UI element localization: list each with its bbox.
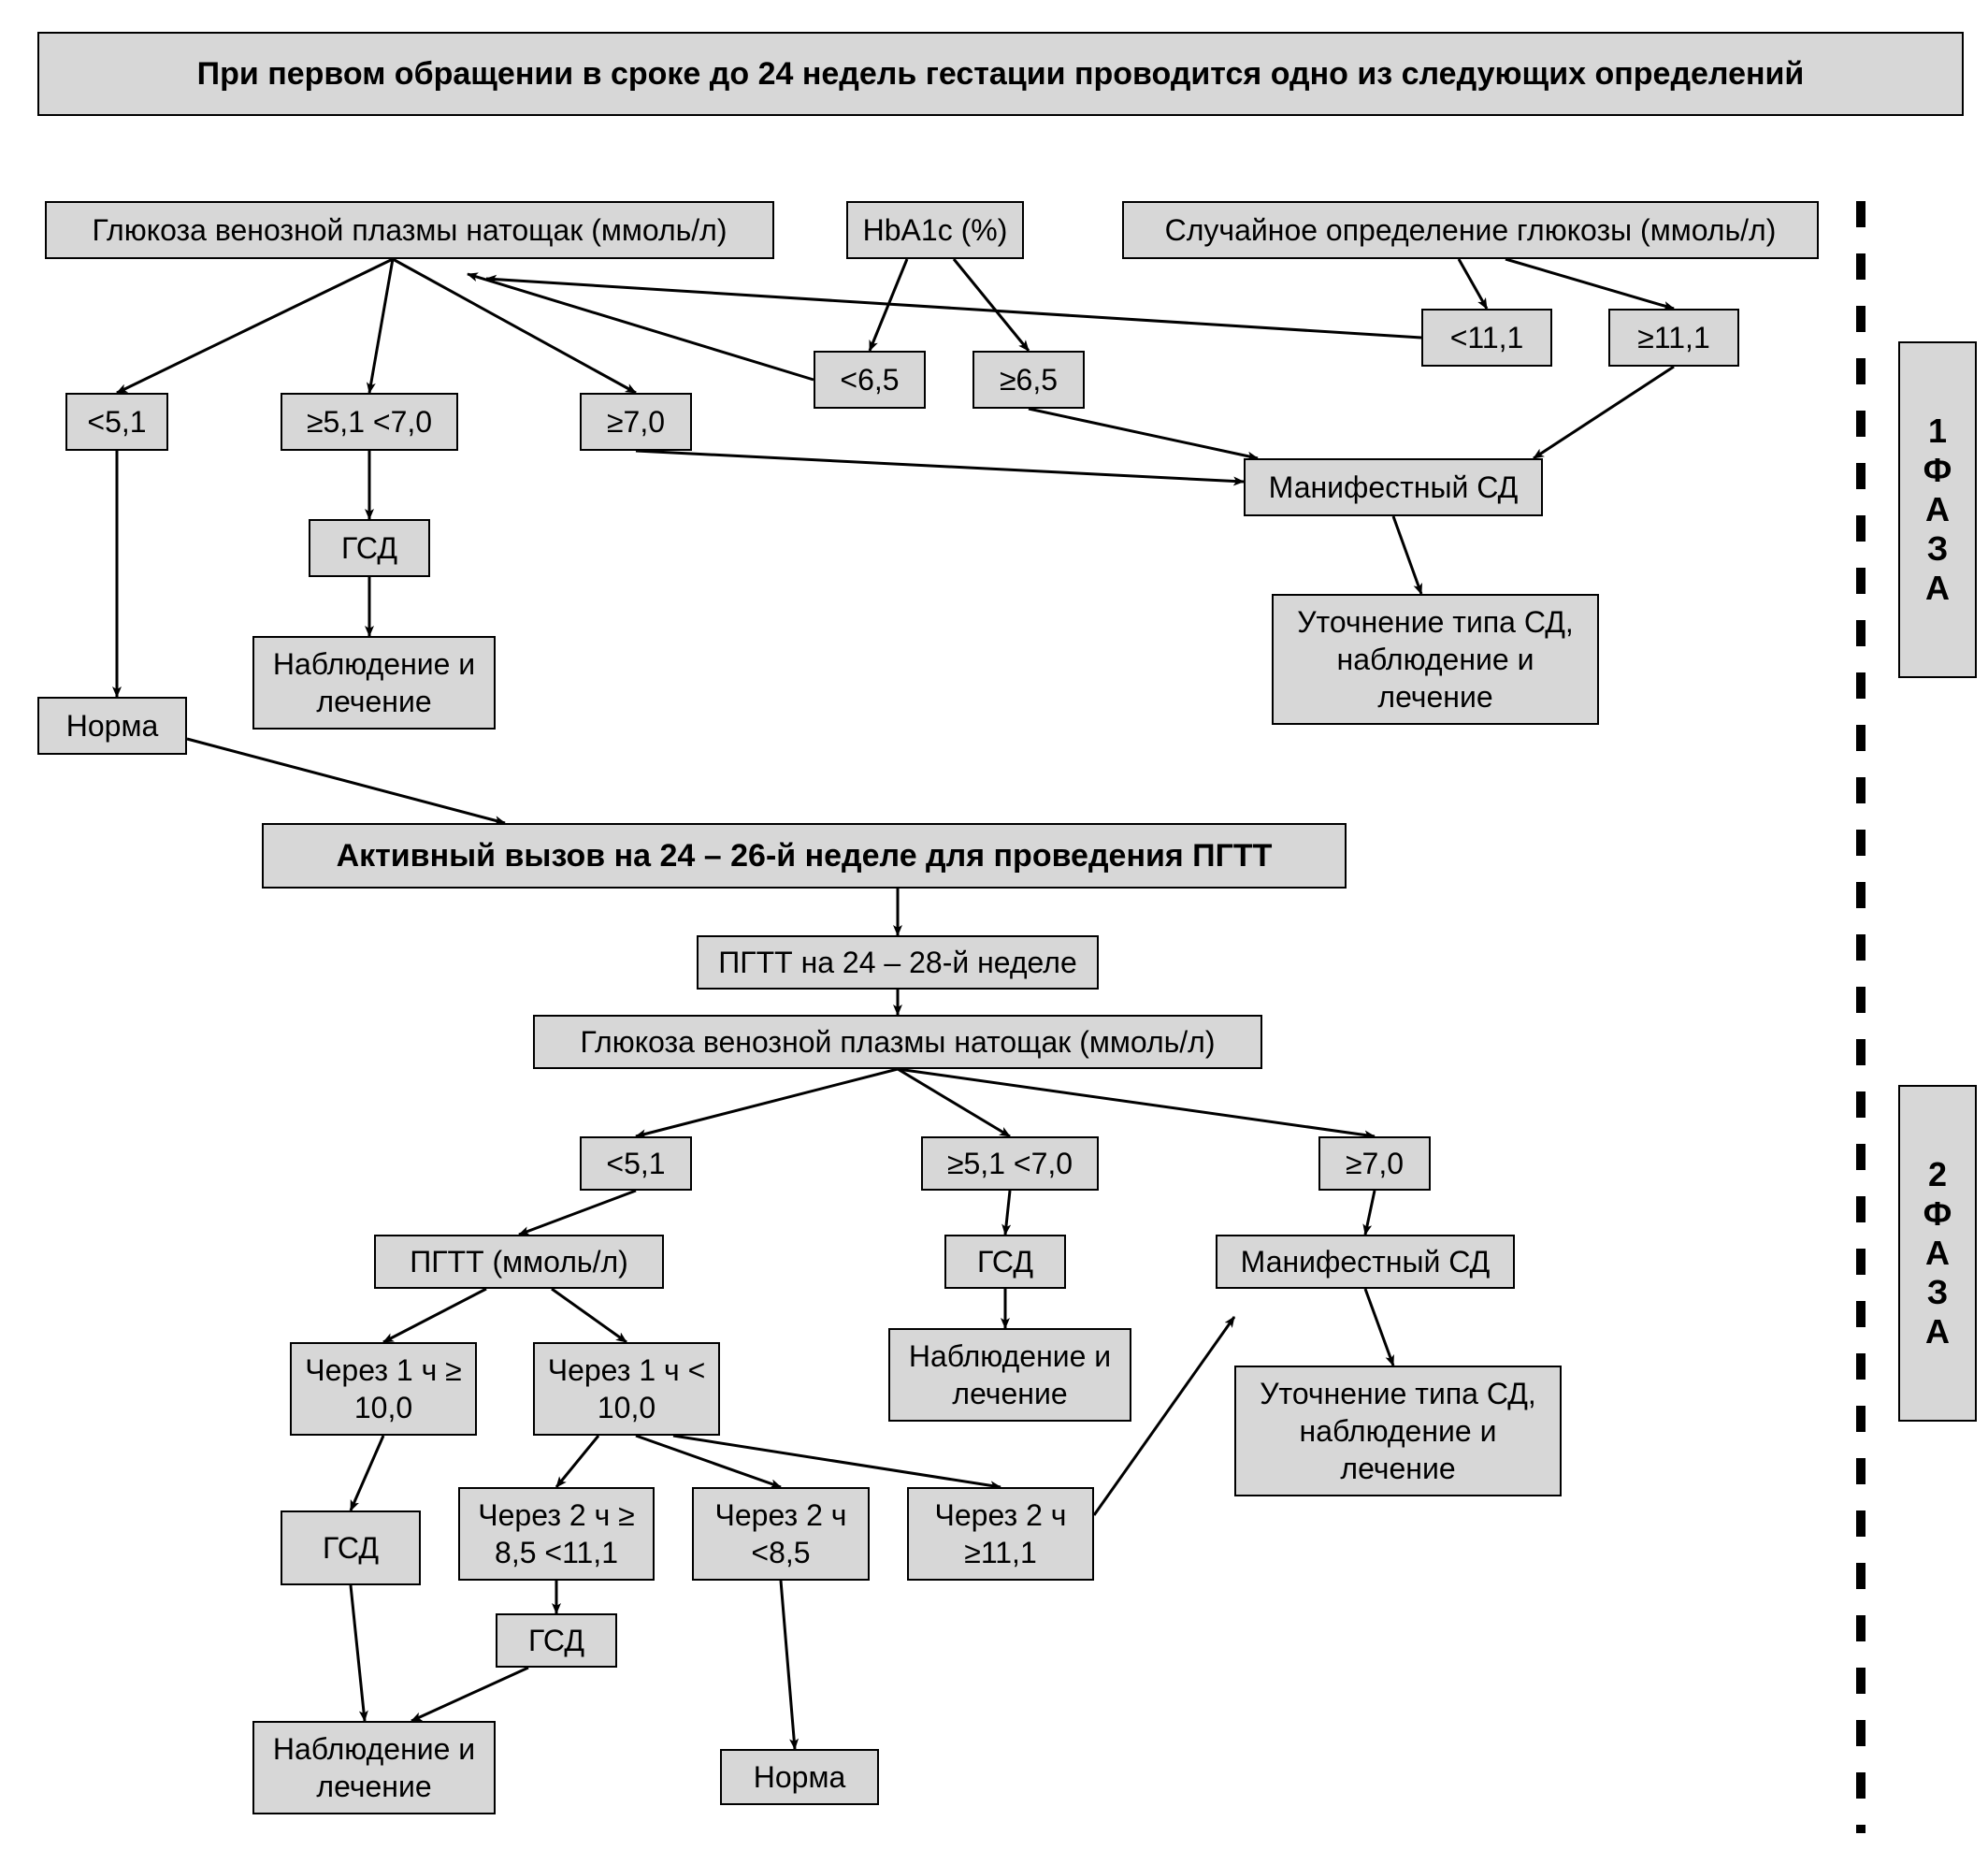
edge-22	[519, 1191, 636, 1235]
node-hba1c: HbA1c (%)	[846, 201, 1024, 259]
phase-label-phase1: 1ФАЗА	[1898, 341, 1977, 678]
node-header: При первом обращении в сроке до 24 недел…	[37, 32, 1964, 116]
node-h2_ge111: Через 2 ч ≥11,1	[907, 1487, 1094, 1581]
edge-0	[117, 259, 393, 393]
node-lt51: <5,1	[65, 393, 168, 451]
node-nabl1: Наблюдение и лечение	[252, 636, 496, 730]
node-active_call: Активный вызов на 24 – 26-й неделе для п…	[262, 823, 1347, 889]
edge-4	[486, 279, 1421, 338]
node-norma2: Норма	[720, 1749, 879, 1805]
edge-2	[393, 259, 636, 393]
node-glu_fasting1: Глюкоза венозной плазмы натощак (ммоль/л…	[45, 201, 774, 259]
node-h1_ge10: Через 1 ч ≥ 10,0	[290, 1342, 477, 1436]
edge-28	[552, 1289, 627, 1342]
node-p2_ge70: ≥7,0	[1318, 1136, 1431, 1191]
node-glu_random: Случайное определение глюкозы (ммоль/л)	[1122, 201, 1819, 259]
node-glu_fasting2: Глюкоза венозной плазмы натощак (ммоль/л…	[533, 1015, 1262, 1069]
node-ge70: ≥7,0	[580, 393, 692, 451]
edge-15	[1393, 516, 1421, 594]
edge-20	[898, 1069, 1010, 1136]
edge-32	[673, 1436, 1001, 1487]
node-rand_lt111: <11,1	[1421, 309, 1552, 367]
edge-3	[468, 274, 814, 380]
edge-31	[636, 1436, 781, 1487]
edge-6	[954, 259, 1029, 351]
phase-label-phase2: 2ФАЗА	[1898, 1085, 1977, 1422]
node-gsd4: ГСД	[496, 1613, 617, 1668]
edge-29	[351, 1436, 383, 1510]
edge-8	[1505, 259, 1674, 309]
edge-21	[898, 1069, 1375, 1136]
node-pgtt_week: ПГТТ на 24 – 28-й неделе	[697, 935, 1099, 990]
flowchart-canvas: При первом обращении в сроке до 24 недел…	[0, 0, 1988, 1850]
node-gsd2: ГСД	[944, 1235, 1066, 1289]
node-h2_lt85: Через 2 ч <8,5	[692, 1487, 870, 1581]
node-norma1: Норма	[37, 697, 187, 755]
node-gsd1: ГСД	[309, 519, 430, 577]
edge-1	[369, 259, 393, 393]
edge-7	[1459, 259, 1487, 309]
edge-35	[411, 1668, 528, 1721]
edge-13	[1029, 409, 1258, 458]
node-p2_lt51: <5,1	[580, 1136, 692, 1191]
edge-26	[1365, 1289, 1393, 1366]
node-nabl2: Наблюдение и лечение	[888, 1328, 1131, 1422]
node-pgtt_mmol: ПГТТ (ммоль/л)	[374, 1235, 664, 1289]
node-nabl3: Наблюдение и лечение	[252, 1721, 496, 1814]
edge-5	[870, 259, 907, 351]
edge-34	[351, 1585, 365, 1721]
node-manifest1: Манифестный СД	[1244, 458, 1543, 516]
node-h1_lt10: Через 1 ч < 10,0	[533, 1342, 720, 1436]
node-manifest2: Манифестный СД	[1216, 1235, 1515, 1289]
node-clarify2: Уточнение типа СД, наблюдение и лечение	[1234, 1366, 1562, 1496]
edge-36	[781, 1581, 795, 1749]
edge-30	[556, 1436, 598, 1487]
edge-16	[187, 739, 505, 823]
edge-19	[636, 1069, 898, 1136]
node-clarify1: Уточнение типа СД, наблюдение и лечение	[1272, 594, 1599, 725]
edge-23	[1005, 1191, 1010, 1235]
node-hba_ge65: ≥6,5	[972, 351, 1085, 409]
edge-12	[636, 451, 1244, 482]
node-hba_lt65: <6,5	[814, 351, 926, 409]
edge-24	[1365, 1191, 1375, 1235]
node-p2_ge51lt70: ≥5,1 <7,0	[921, 1136, 1099, 1191]
edge-14	[1534, 367, 1674, 458]
node-gsd3: ГСД	[281, 1510, 421, 1585]
edge-27	[383, 1289, 486, 1342]
node-ge51lt70: ≥5,1 <7,0	[281, 393, 458, 451]
node-h2_85_111: Через 2 ч ≥ 8,5 <11,1	[458, 1487, 655, 1581]
node-rand_ge111: ≥11,1	[1608, 309, 1739, 367]
